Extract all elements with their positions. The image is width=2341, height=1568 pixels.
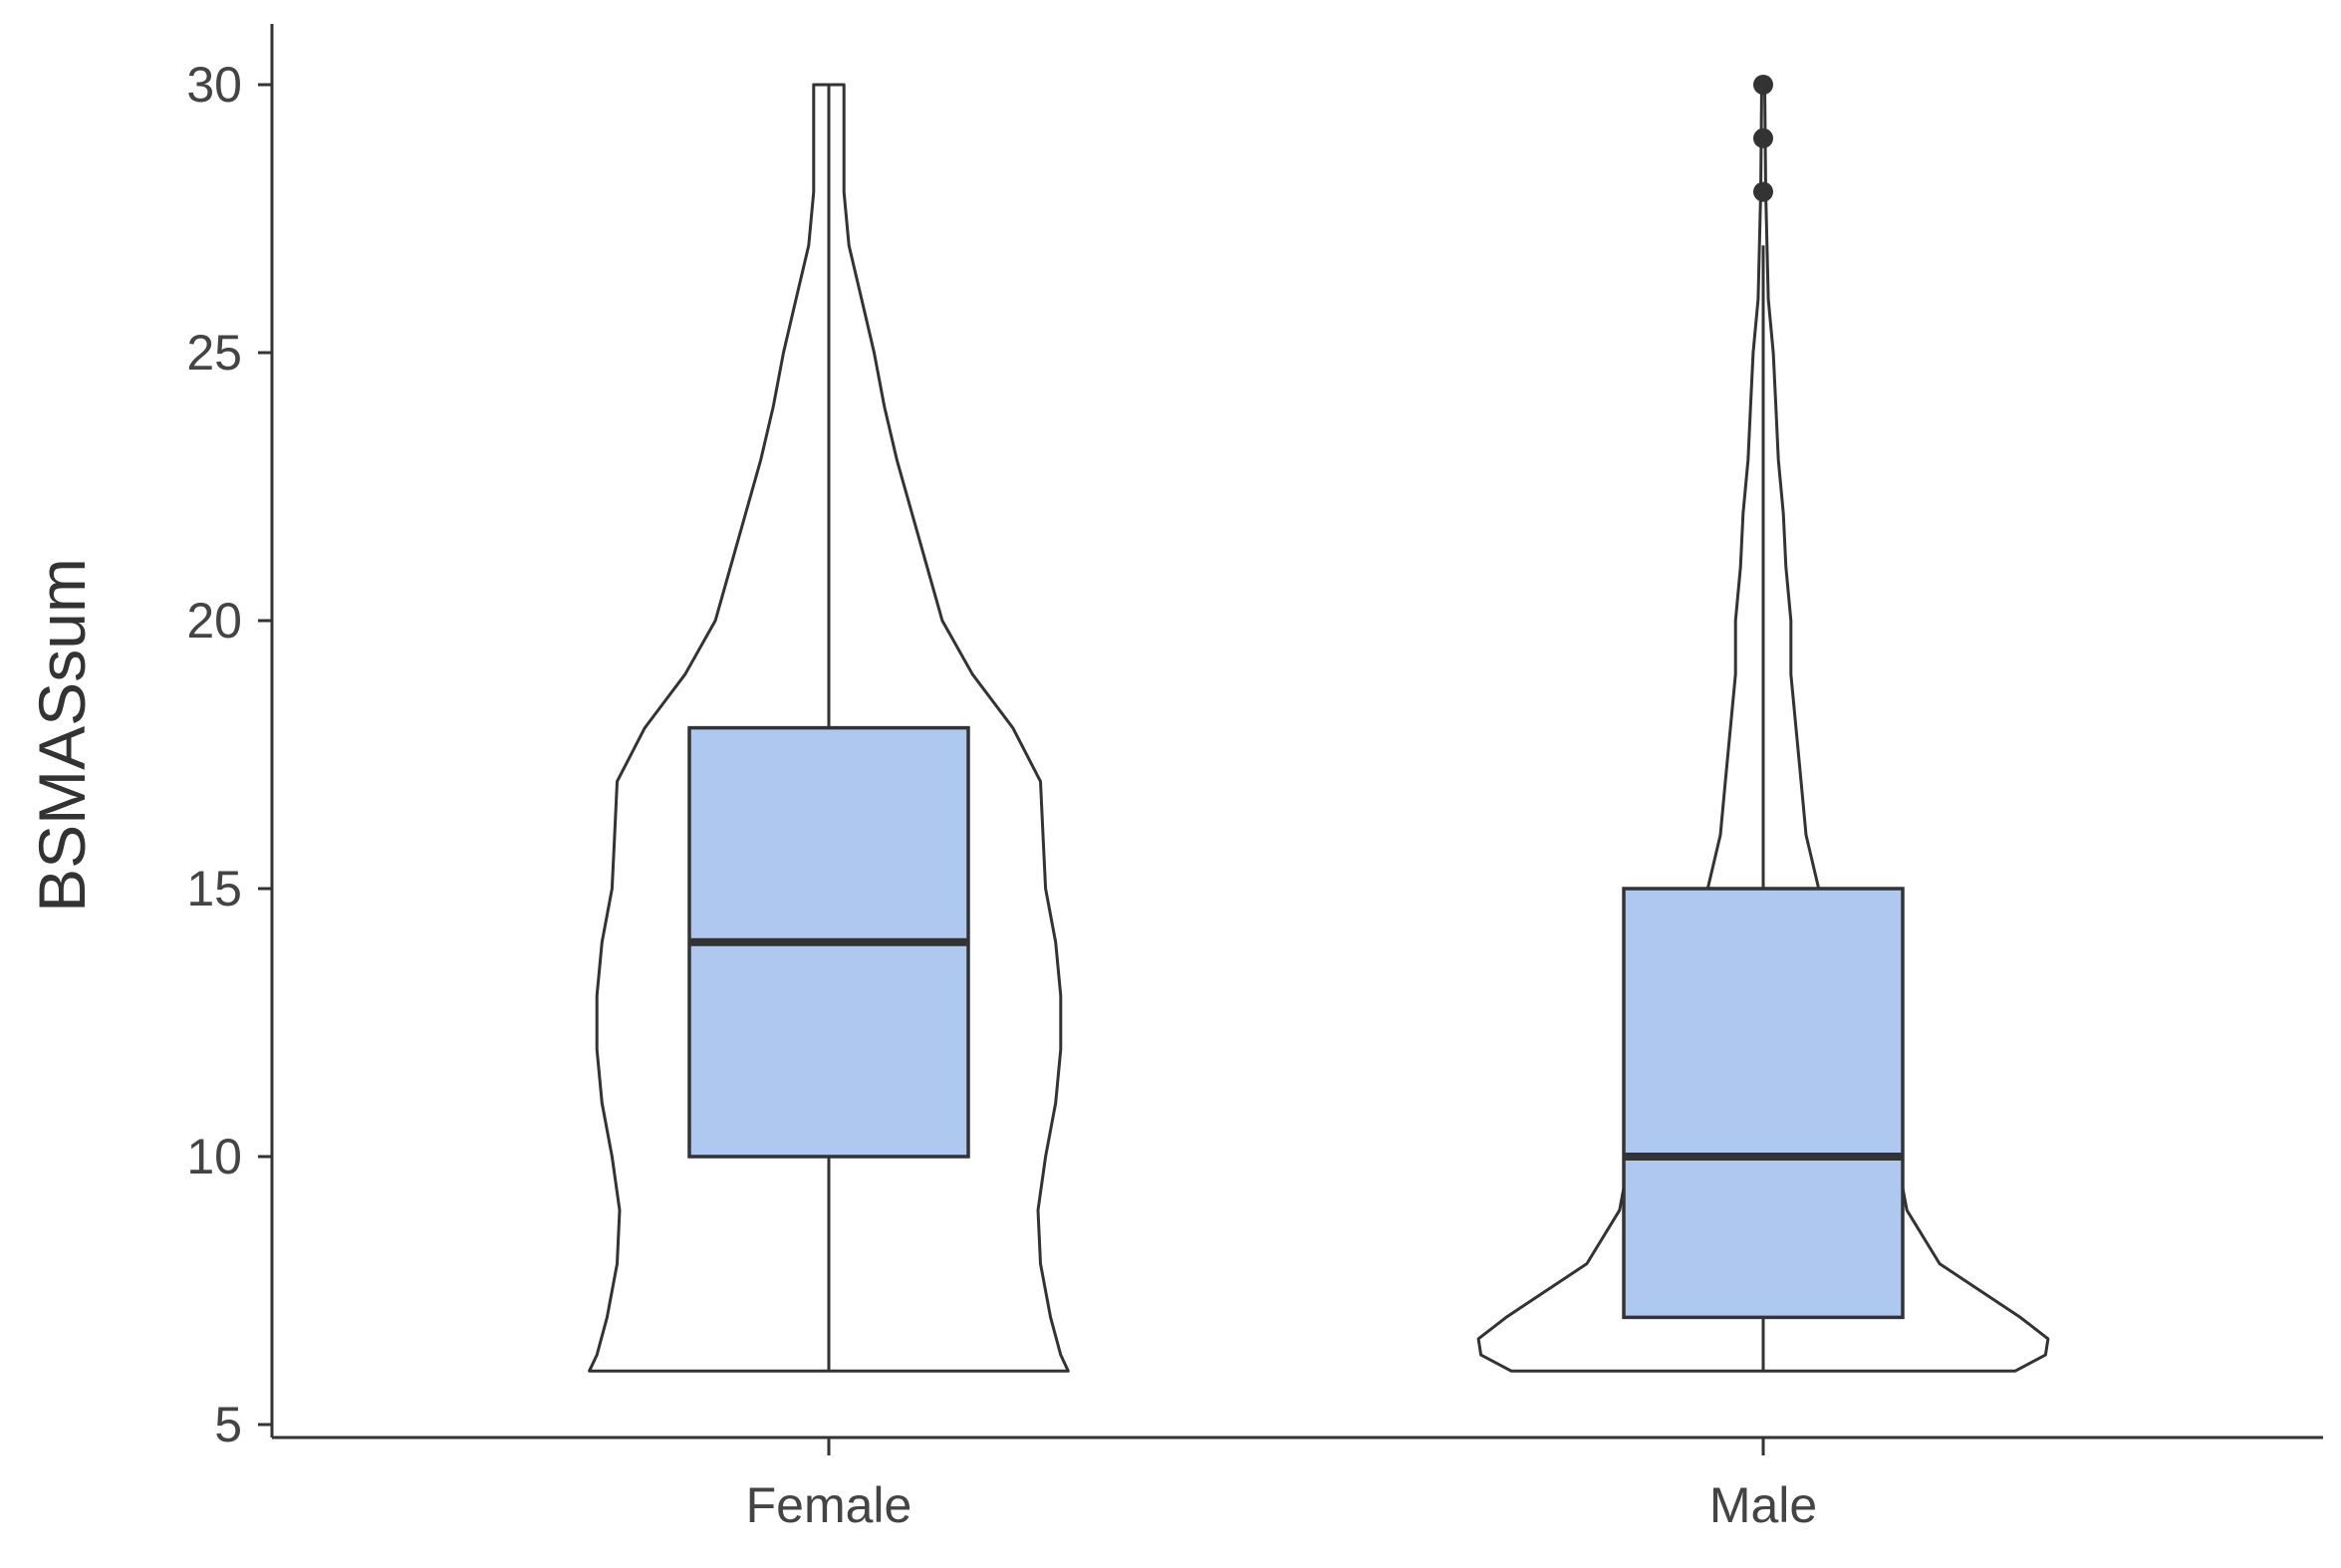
outlier-point [1753,128,1773,148]
plot-area [588,75,2050,1373]
iqr-box [1622,887,1905,1320]
group-female [588,83,1070,1373]
outlier-point [1753,75,1773,95]
group-male [1476,75,2050,1373]
y-tick-label: 15 [186,861,242,916]
y-tick-label: 10 [186,1129,242,1184]
y-tick-label: 30 [186,57,242,113]
y-tick-label: 20 [186,593,242,649]
x-axis: Female Male [272,1436,2323,1533]
y-axis: 5 10 15 20 25 30 [186,24,274,1452]
y-axis-title: BSMASsum [25,558,99,913]
y-tick-label: 25 [186,325,242,381]
x-tick-label-male: Male [1709,1477,1817,1533]
y-tick-label: 5 [214,1397,242,1452]
x-tick-label-female: Female [746,1477,912,1533]
outlier-point [1753,181,1773,202]
